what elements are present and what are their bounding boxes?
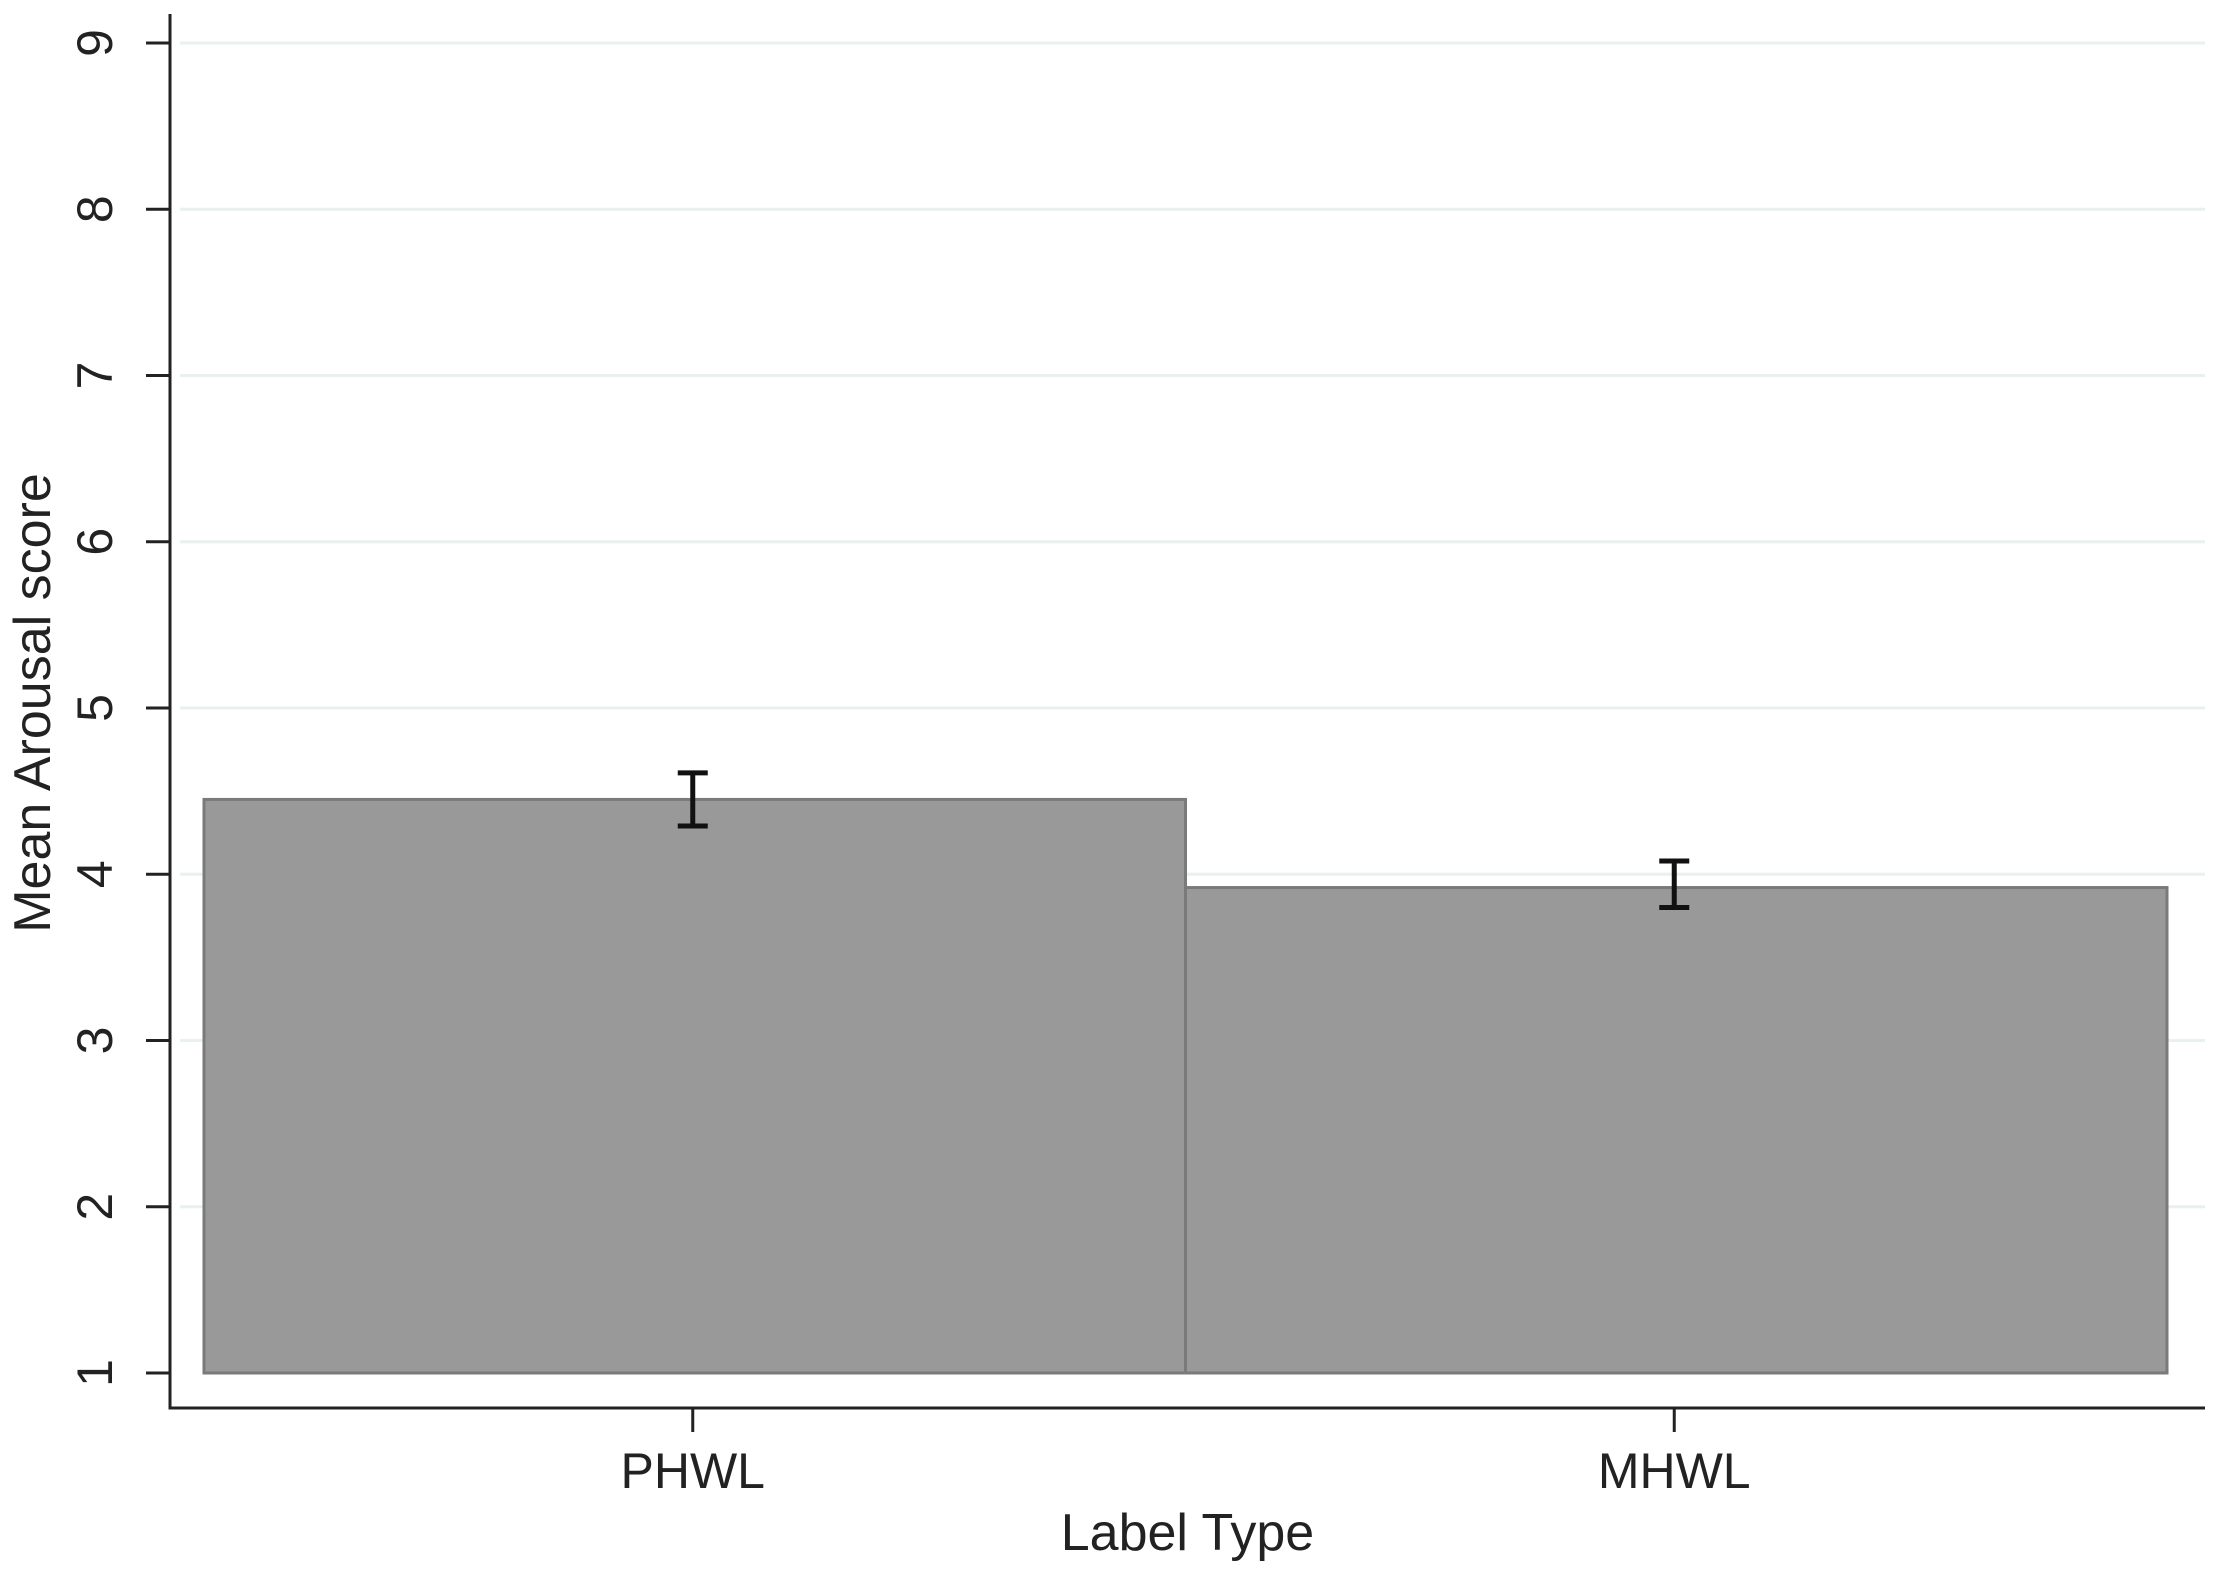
bars	[202, 797, 2169, 1375]
x-tick-label: PHWL	[621, 1443, 765, 1499]
y-tick-label: 8	[67, 195, 123, 223]
y-tick-label: 6	[67, 528, 123, 556]
y-tick-label: 2	[67, 1193, 123, 1221]
x-axis-title: Label Type	[1061, 1504, 1314, 1562]
y-tick-label: 9	[67, 29, 123, 57]
y-axis-ticks: 1 2 3 4 5 6 7 8 9	[67, 29, 170, 1387]
y-tick-label: 1	[67, 1359, 123, 1387]
error-bar-phwl	[677, 770, 708, 829]
x-axis-ticks: PHWL MHWL	[621, 1408, 1751, 1499]
x-tick-label: MHWL	[1598, 1443, 1751, 1499]
error-bar-mhwl	[1659, 858, 1690, 910]
error-bars	[677, 770, 1690, 910]
y-tick-label: 7	[67, 362, 123, 390]
y-tick-label: 5	[67, 694, 123, 722]
bar-mhwl	[1184, 886, 2169, 1375]
axis-lines	[168, 14, 2205, 1410]
bar-phwl	[202, 797, 1187, 1375]
y-axis-title: Mean Arousal score	[4, 473, 62, 933]
y-tick-label: 4	[67, 860, 123, 888]
axes	[168, 14, 2205, 1410]
y-tick-label: 3	[67, 1027, 123, 1055]
